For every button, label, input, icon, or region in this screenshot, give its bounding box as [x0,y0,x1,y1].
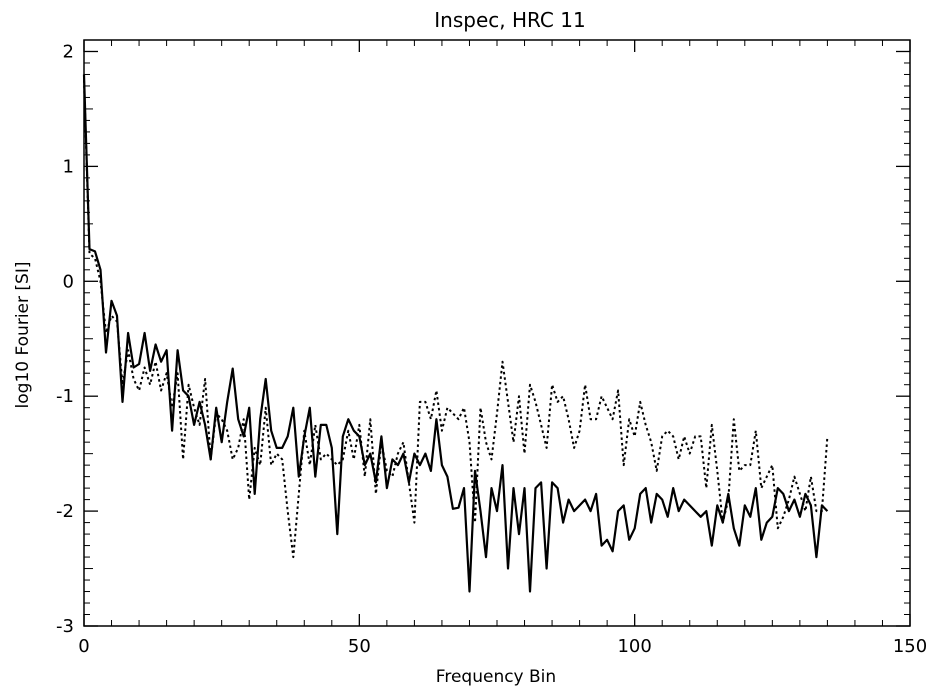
y-axis-label: log10 Fourier [SI] [13,262,33,409]
x-axis-label: Frequency Bin [436,667,556,687]
y-tick-label: 2 [63,41,74,62]
x-tick-label: 100 [617,636,651,657]
x-tick-label: 0 [78,636,89,657]
series-line-solid [82,74,829,593]
y-tick-label: 0 [63,271,74,292]
x-tick-label: 150 [893,636,927,657]
y-tick-label: -1 [56,386,74,407]
y-tick-label: 1 [63,156,74,177]
y-tick-label: -2 [56,501,74,522]
y-tick-label: -3 [56,616,74,637]
chart-title: Inspec, HRC 11 [434,8,585,32]
series-line-dotted [83,80,829,559]
x-tick-label: 50 [348,636,371,657]
plot-frame [83,39,911,627]
